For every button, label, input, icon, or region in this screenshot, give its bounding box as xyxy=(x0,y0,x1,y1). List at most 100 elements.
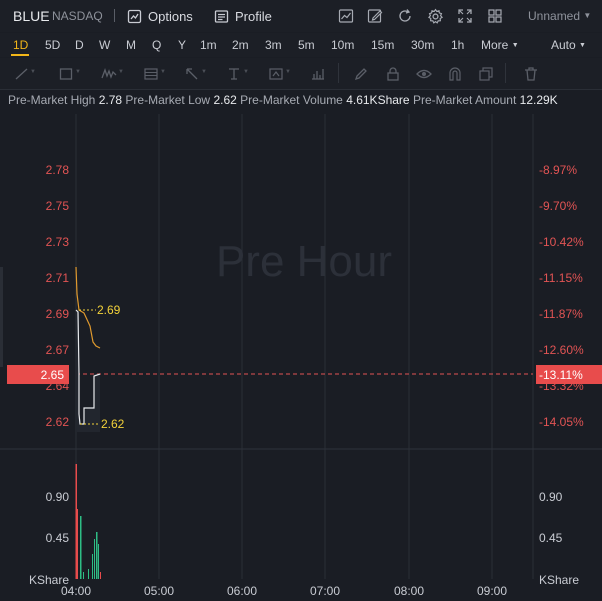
percent-tick: -10.42% xyxy=(539,235,584,249)
more-label: More xyxy=(481,38,509,52)
volume-bars xyxy=(75,464,101,579)
interval-5d[interactable]: 5D xyxy=(45,38,61,52)
toolbar-divider xyxy=(505,63,506,83)
volume-bar xyxy=(83,572,84,579)
chart-watermark: Pre Hour xyxy=(216,237,392,286)
profile-icon xyxy=(214,9,229,23)
volume-unit-left: KShare xyxy=(29,573,69,587)
percent-tick: -9.70% xyxy=(539,199,577,213)
chevron-down-icon: ▼ xyxy=(201,69,207,75)
settings-icon[interactable] xyxy=(426,7,444,25)
volume-bar xyxy=(80,516,82,579)
text-tool-icon[interactable] xyxy=(226,66,242,82)
time-tick: 06:00 xyxy=(227,584,257,598)
percent-tick: -11.15% xyxy=(539,271,583,285)
average-price-line xyxy=(75,266,101,349)
low-value: 2.62 xyxy=(213,93,237,107)
volume-tick: 0.45 xyxy=(539,531,563,545)
price-tick: 2.73 xyxy=(46,235,70,249)
percent-tick: -11.87% xyxy=(539,307,583,321)
volume-bar xyxy=(92,554,93,579)
rectangle-tool-icon[interactable] xyxy=(58,66,74,82)
chevron-down-icon: ▼ xyxy=(579,42,586,49)
price-tick: 2.67 xyxy=(46,343,70,357)
interval-w[interactable]: W xyxy=(99,38,111,52)
interval-1d[interactable]: 1D xyxy=(13,38,29,52)
layout-grid-icon[interactable] xyxy=(486,7,504,25)
chart-type-icon[interactable] xyxy=(337,7,355,25)
scale-mode-dropdown[interactable]: Auto ▼ xyxy=(551,38,586,52)
volume-bar xyxy=(75,464,77,579)
edit-icon[interactable] xyxy=(366,7,384,25)
time-axis: 04:00 05:00 06:00 07:00 08:00 09:00 xyxy=(61,584,507,598)
options-button[interactable]: Options xyxy=(127,6,193,26)
arrow-tool-icon[interactable] xyxy=(184,66,200,82)
volume-tick: 0.45 xyxy=(46,531,70,545)
amount-label: Pre-Market Amount xyxy=(412,93,517,107)
chevron-down-icon: ▼ xyxy=(285,69,291,75)
percent-tick: -8.97% xyxy=(539,163,577,177)
volume-tick: 0.90 xyxy=(46,490,70,504)
volume-unit-right: KShare xyxy=(539,573,579,587)
interval-d[interactable]: D xyxy=(75,38,84,52)
price-tick: 2.75 xyxy=(46,199,70,213)
interval-15m[interactable]: 15m xyxy=(371,38,395,52)
premarket-stats: Pre-Market High 2.78 Pre-Market Low 2.62… xyxy=(0,93,602,113)
refresh-icon[interactable] xyxy=(396,7,414,25)
price-tick: 2.62 xyxy=(46,415,70,429)
time-tick: 08:00 xyxy=(394,584,424,598)
price-tick: 2.69 xyxy=(46,307,70,321)
measure-tool-icon[interactable] xyxy=(268,66,284,82)
eye-icon[interactable] xyxy=(416,66,432,82)
layout-name-dropdown[interactable]: Unnamed ▼ xyxy=(528,9,591,23)
wave-pattern-icon[interactable] xyxy=(101,66,117,82)
copy-icon[interactable] xyxy=(478,66,494,82)
interval-2m[interactable]: 2m xyxy=(232,38,249,52)
more-intervals-dropdown[interactable]: More ▼ xyxy=(481,38,519,52)
fibonacci-icon[interactable] xyxy=(143,66,159,82)
magnet-icon[interactable] xyxy=(447,66,463,82)
interval-y[interactable]: Y xyxy=(178,38,187,52)
time-tick: 09:00 xyxy=(477,584,507,598)
fullscreen-icon[interactable] xyxy=(456,7,474,25)
interval-5m[interactable]: 5m xyxy=(298,38,315,52)
percent-axis: -8.97% -9.70% -10.42% -11.15% -11.87% -1… xyxy=(539,163,584,429)
time-tick: 07:00 xyxy=(310,584,340,598)
interval-1m[interactable]: 1m xyxy=(200,38,217,52)
layout-name-label: Unnamed xyxy=(528,9,581,23)
volume-axis: 0.90 0.45 0.90 0.45 KShare KShare xyxy=(29,490,579,587)
time-tick: 04:00 xyxy=(61,584,91,598)
active-interval-indicator xyxy=(11,54,29,56)
header-divider xyxy=(114,9,115,22)
price-chart[interactable]: Pre Hour 2.78 2.75 2.73 2.71 2.69 2.67 2… xyxy=(0,114,602,601)
volume-bar xyxy=(100,572,101,579)
low-marker-label: 2.62 xyxy=(101,417,125,431)
lock-icon[interactable] xyxy=(385,66,401,82)
volume-bar xyxy=(94,539,95,579)
interval-m[interactable]: M xyxy=(126,38,136,52)
trend-line-icon[interactable] xyxy=(14,66,30,82)
interval-10m[interactable]: 10m xyxy=(331,38,355,52)
interval-q[interactable]: Q xyxy=(152,38,162,52)
price-tick: 2.71 xyxy=(46,271,70,285)
indicator-tool-icon[interactable] xyxy=(310,66,326,82)
trash-icon[interactable] xyxy=(523,66,539,82)
time-tick: 05:00 xyxy=(144,584,174,598)
interval-3m[interactable]: 3m xyxy=(265,38,282,52)
volume-tick: 0.90 xyxy=(539,490,563,504)
exchange-label: NASDAQ xyxy=(52,9,103,23)
current-price-label: 2.65 xyxy=(41,368,65,382)
profile-button[interactable]: Profile xyxy=(214,6,272,26)
symbol-label[interactable]: BLUE xyxy=(13,8,50,24)
pencil-icon[interactable] xyxy=(353,66,369,82)
chevron-down-icon: ▼ xyxy=(118,69,124,75)
percent-tick: -14.05% xyxy=(539,415,584,429)
volume-value: 4.61KShare xyxy=(346,93,410,107)
low-label: Pre-Market Low xyxy=(125,93,211,107)
chevron-down-icon: ▼ xyxy=(511,42,519,49)
options-icon xyxy=(127,9,142,23)
toolbar-divider xyxy=(338,63,339,83)
interval-30m[interactable]: 30m xyxy=(411,38,435,52)
chart-canvas[interactable]: Pre Hour 2.78 2.75 2.73 2.71 2.69 2.67 2… xyxy=(0,114,602,601)
interval-1h[interactable]: 1h xyxy=(451,38,465,52)
